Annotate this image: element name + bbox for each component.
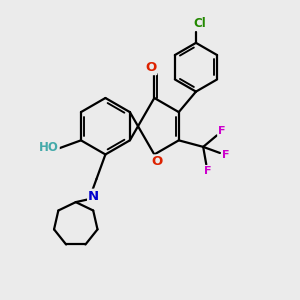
Text: N: N — [88, 190, 99, 203]
Text: F: F — [218, 126, 226, 136]
Text: F: F — [222, 150, 230, 160]
Text: Cl: Cl — [193, 17, 206, 30]
Text: O: O — [151, 155, 162, 168]
Text: F: F — [204, 166, 211, 176]
Text: HO: HO — [39, 141, 59, 154]
Text: O: O — [145, 61, 156, 74]
